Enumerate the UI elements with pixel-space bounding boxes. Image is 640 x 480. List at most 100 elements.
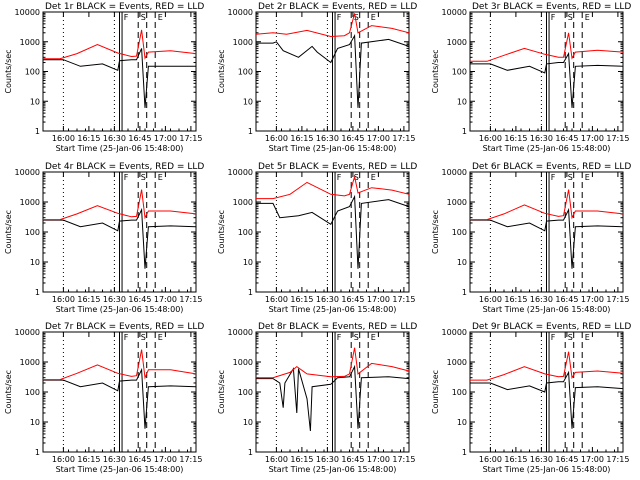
chart-panel-2: Det 2r BLACK = Events, RED = LLD 1 10 100 10… [217,2,417,153]
marker-label-s: S [141,333,146,342]
y-tick-label: 1000 [20,358,40,367]
y-tick-label: 1 [35,448,40,457]
x-tick-label: 17:15 [179,134,202,143]
y-tick-label: 1000 [233,358,253,367]
x-tick-label: 17:15 [392,455,415,464]
marker-label-e: E [158,333,163,342]
y-tick-label: 1 [35,127,40,136]
chart-title: Det 9r BLACK = Events, RED = LLD [472,322,631,332]
chart-panel-6: Det 6r BLACK = Events, RED = LLD 1 10 100 10… [431,162,631,314]
x-tick-label: 16:45 [555,134,578,143]
y-tick-label: 100 [25,68,40,77]
x-tick-label: 17:00 [154,134,177,143]
x-tick-label: 16:30 [316,455,339,464]
x-tick-label: 17:00 [367,295,390,304]
y-axis-label: Counts/sec [431,370,440,414]
chart-panel-9: Det 9r BLACK = Events, RED = LLD 1 10 100 10… [431,322,631,474]
x-tick-label: 16:45 [341,295,364,304]
marker-label-f: F [551,173,556,182]
x-tick-label: 16:45 [341,455,364,464]
y-tick-label: 1000 [20,198,40,207]
y-tick-label: 10 [457,258,467,267]
y-tick-label: 10000 [15,168,40,177]
y-tick-label: 10000 [15,8,40,17]
x-tick-label: 16:15 [77,134,100,143]
y-tick-label: 1 [462,288,467,297]
y-tick-label: 10 [243,258,253,267]
x-tick-label: 16:00 [265,295,288,304]
x-tick-label: 17:00 [581,295,604,304]
y-tick-label: 100 [452,388,467,397]
y-tick-label: 1000 [447,38,467,47]
x-tick-label: 17:00 [367,455,390,464]
x-axis-label: Start Time (25-Jan-06 15:48:00) [269,144,397,153]
marker-label-f: F [124,333,129,342]
x-tick-label: 16:30 [103,455,126,464]
x-tick-label: 16:30 [530,134,553,143]
x-tick-label: 16:00 [479,295,502,304]
x-tick-label: 17:15 [392,295,415,304]
x-tick-label: 16:45 [555,455,578,464]
y-tick-label: 10000 [442,328,467,337]
series-line-events [43,367,197,429]
x-tick-label: 16:00 [265,455,288,464]
y-tick-label: 10000 [228,328,253,337]
marker-label-e: E [371,333,376,342]
x-tick-label: 16:45 [128,455,151,464]
x-tick-label: 16:15 [77,295,100,304]
y-tick-label: 1000 [447,198,467,207]
marker-label-e: E [158,13,163,22]
series-line-events [256,364,410,432]
y-tick-label: 1 [462,448,467,457]
x-tick-label: 16:30 [103,295,126,304]
y-tick-label: 10000 [228,8,253,17]
series-line-lld [43,29,197,60]
marker-label-s: S [568,333,573,342]
x-tick-label: 17:15 [392,134,415,143]
y-axis-label: Counts/sec [217,210,226,254]
y-tick-label: 10 [30,418,40,427]
marker-label-e: E [371,173,376,182]
marker-label-s: S [354,173,359,182]
marker-label-s: S [354,13,359,22]
x-tick-label: 16:15 [504,295,527,304]
marker-label-s: S [568,173,573,182]
y-axis-label: Counts/sec [4,370,13,414]
x-tick-label: 17:15 [606,295,629,304]
series-line-events [256,33,410,108]
x-tick-label: 16:00 [479,134,502,143]
x-tick-label: 17:15 [179,455,202,464]
marker-label-e: E [158,173,163,182]
x-tick-label: 17:15 [179,295,202,304]
marker-label-f: F [124,13,129,22]
x-tick-label: 17:00 [154,455,177,464]
x-tick-label: 16:45 [128,134,151,143]
x-tick-label: 16:00 [52,134,75,143]
x-tick-label: 17:15 [606,134,629,143]
x-tick-label: 16:15 [504,134,527,143]
y-tick-label: 100 [452,68,467,77]
chart-title: Det 8r BLACK = Events, RED = LLD [258,322,417,332]
chart-title: Det 1r BLACK = Events, RED = LLD [45,2,204,12]
series-line-lld [255,13,410,38]
x-tick-label: 16:15 [77,455,100,464]
marker-label-e: E [585,333,590,342]
x-tick-label: 16:30 [103,134,126,143]
x-axis-label: Start Time (25-Jan-06 15:48:00) [56,144,184,153]
y-tick-label: 10 [243,418,253,427]
y-tick-label: 1000 [233,198,253,207]
x-tick-label: 16:45 [555,295,578,304]
marker-label-s: S [141,13,146,22]
x-tick-label: 16:00 [52,455,75,464]
y-axis-label: Counts/sec [217,49,226,93]
x-axis-label: Start Time (25-Jan-06 15:48:00) [483,465,611,474]
chart-title: Det 5r BLACK = Events, RED = LLD [258,162,417,172]
y-tick-label: 100 [238,68,253,77]
series-line-lld [470,189,624,221]
series-line-events [43,48,196,108]
x-tick-label: 16:30 [316,134,339,143]
y-axis-label: Counts/sec [217,370,226,414]
y-tick-label: 100 [452,228,467,237]
y-tick-label: 1 [35,288,40,297]
